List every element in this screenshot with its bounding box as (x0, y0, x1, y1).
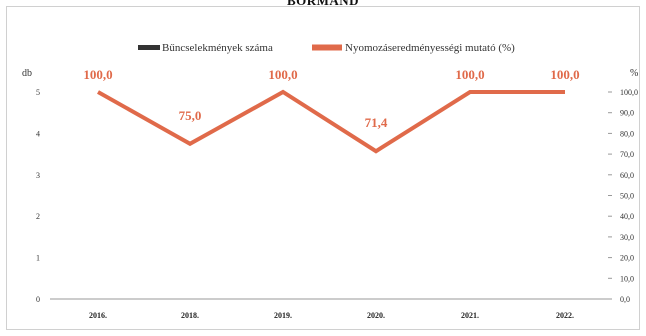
right-tick-label: 70,0 (620, 150, 634, 159)
data-labels: 100,0 75,0 100,0 71,4 100,0 100,0 (83, 67, 579, 130)
right-tick-label: 90,0 (620, 109, 634, 118)
x-tick-label: 2021. (461, 311, 479, 320)
x-tick-label: 2016. (89, 311, 107, 320)
right-tick-label: 40,0 (620, 212, 634, 221)
data-label: 75,0 (179, 108, 202, 123)
legend: Bűncselekmények száma Nyomozáseredményes… (138, 42, 515, 54)
x-tick-label: 2019. (274, 311, 292, 320)
right-tick-label: 80,0 (620, 129, 634, 138)
x-tick-label: 2022. (556, 311, 574, 320)
x-tick-label: 2018. (181, 311, 199, 320)
chart-title: BORMÁND (286, 0, 360, 8)
right-tick-label: 0,0 (620, 295, 630, 304)
left-tick-label: 2 (36, 212, 40, 221)
legend-label-rate: Nyomozáseredményességi mutató (%) (345, 42, 515, 54)
left-tick-label: 0 (36, 295, 40, 304)
right-axis-ticks: 0,0 10,0 20,0 30,0 40,0 50,0 60,0 70,0 80,0 90,0 1… (608, 88, 638, 304)
left-tick-label: 3 (36, 171, 40, 180)
right-tick-label: 50,0 (620, 192, 634, 201)
chart-frame (6, 6, 640, 330)
legend-label-crimes: Bűncselekmények száma (162, 42, 273, 54)
left-tick-label: 4 (36, 129, 40, 138)
data-label: 71,4 (365, 115, 388, 130)
data-label: 100,0 (268, 67, 297, 82)
legend-swatch-crimes (138, 45, 160, 50)
data-label: 100,0 (455, 67, 484, 82)
left-tick-label: 5 (36, 88, 40, 97)
series-line-rate (97, 89, 565, 154)
left-tick-label: 1 (36, 254, 40, 263)
right-tick-label: 20,0 (620, 254, 634, 263)
data-label: 100,0 (83, 67, 112, 82)
data-label: 100,0 (550, 67, 579, 82)
legend-swatch-rate (312, 44, 342, 51)
right-axis-unit: % (630, 68, 638, 79)
left-axis-unit: db (22, 68, 32, 79)
right-tick-label: 100,0 (620, 88, 638, 97)
right-tick-label: 10,0 (620, 274, 634, 283)
left-axis-ticks: 0 1 2 3 4 5 (36, 88, 40, 304)
right-tick-label: 60,0 (620, 171, 634, 180)
x-tick-label: 2020. (367, 311, 385, 320)
x-axis-ticks: 2016. 2018. 2019. 2020. 2021. 2022. (89, 311, 574, 320)
right-tick-label: 30,0 (620, 233, 634, 242)
